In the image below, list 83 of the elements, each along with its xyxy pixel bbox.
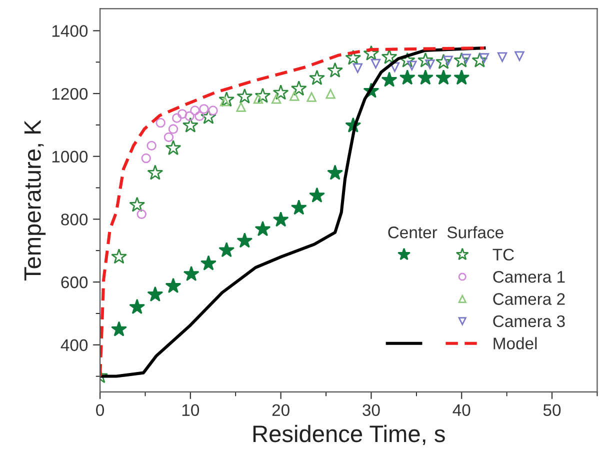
point	[272, 211, 289, 227]
legend-label: Camera 1	[493, 270, 565, 283]
point	[290, 91, 300, 101]
point	[165, 278, 182, 293]
point	[399, 70, 416, 85]
point	[199, 104, 209, 114]
point	[497, 52, 508, 62]
point	[309, 187, 325, 203]
point	[363, 45, 380, 61]
point	[236, 102, 246, 112]
point	[200, 108, 216, 124]
point	[290, 200, 307, 215]
point	[141, 153, 151, 164]
point	[352, 63, 363, 73]
legend-label: Camera 2	[493, 293, 565, 305]
x-tick-label: 0	[96, 404, 104, 416]
x-tick-label: 20	[272, 404, 290, 416]
point	[190, 106, 200, 116]
point	[436, 54, 452, 69]
point	[417, 52, 434, 68]
point	[208, 106, 218, 116]
point	[381, 48, 398, 64]
point	[454, 52, 470, 68]
point	[390, 62, 400, 72]
point	[146, 140, 156, 151]
point	[111, 248, 127, 264]
y-axis-title: Temperature, K	[24, 120, 46, 281]
point	[129, 298, 146, 314]
x-tick-label: 40	[452, 404, 470, 416]
point	[407, 60, 417, 70]
x-tick-label: 30	[362, 404, 380, 416]
point	[370, 58, 381, 69]
point	[172, 113, 182, 123]
legend-label: Camera 3	[493, 315, 565, 328]
y-tick-label: 1400	[52, 25, 88, 37]
x-tick-label: 50	[543, 404, 561, 416]
point	[345, 50, 362, 65]
y-tick-label: 1200	[52, 88, 88, 100]
point	[147, 164, 164, 180]
legend-title: Center Surface	[388, 226, 504, 238]
point	[254, 88, 271, 103]
point	[271, 94, 282, 104]
point	[454, 70, 470, 85]
y-tick-label: 1000	[52, 150, 88, 163]
point	[399, 52, 416, 68]
point	[272, 84, 289, 100]
point	[129, 196, 146, 212]
point	[327, 62, 344, 78]
legend-label: Model	[494, 337, 537, 350]
point	[290, 80, 307, 96]
point	[218, 242, 235, 258]
point	[436, 70, 452, 85]
point	[326, 88, 336, 99]
y-tick-label: 800	[61, 214, 88, 226]
point	[218, 91, 235, 107]
point	[381, 72, 398, 87]
point	[236, 88, 253, 104]
point	[194, 111, 204, 122]
point	[111, 321, 127, 336]
point	[147, 286, 164, 302]
point	[327, 164, 344, 180]
point	[156, 118, 166, 128]
legend-label: TC	[492, 248, 514, 261]
point	[183, 266, 200, 282]
point	[177, 109, 188, 119]
point	[306, 92, 316, 102]
point	[164, 132, 174, 142]
point	[309, 70, 325, 86]
x-axis-title: Residence Time, s	[253, 424, 445, 446]
point	[182, 117, 198, 132]
point	[254, 220, 271, 236]
point	[236, 232, 253, 248]
point	[136, 209, 146, 220]
x-tick-label: 10	[182, 404, 200, 416]
point	[200, 255, 216, 270]
point	[168, 124, 178, 134]
y-tick-label: 600	[61, 276, 88, 288]
point	[165, 140, 182, 156]
point	[514, 51, 524, 62]
point	[417, 70, 434, 85]
point	[184, 111, 194, 122]
point	[472, 52, 488, 68]
y-tick-label: 400	[60, 339, 88, 352]
